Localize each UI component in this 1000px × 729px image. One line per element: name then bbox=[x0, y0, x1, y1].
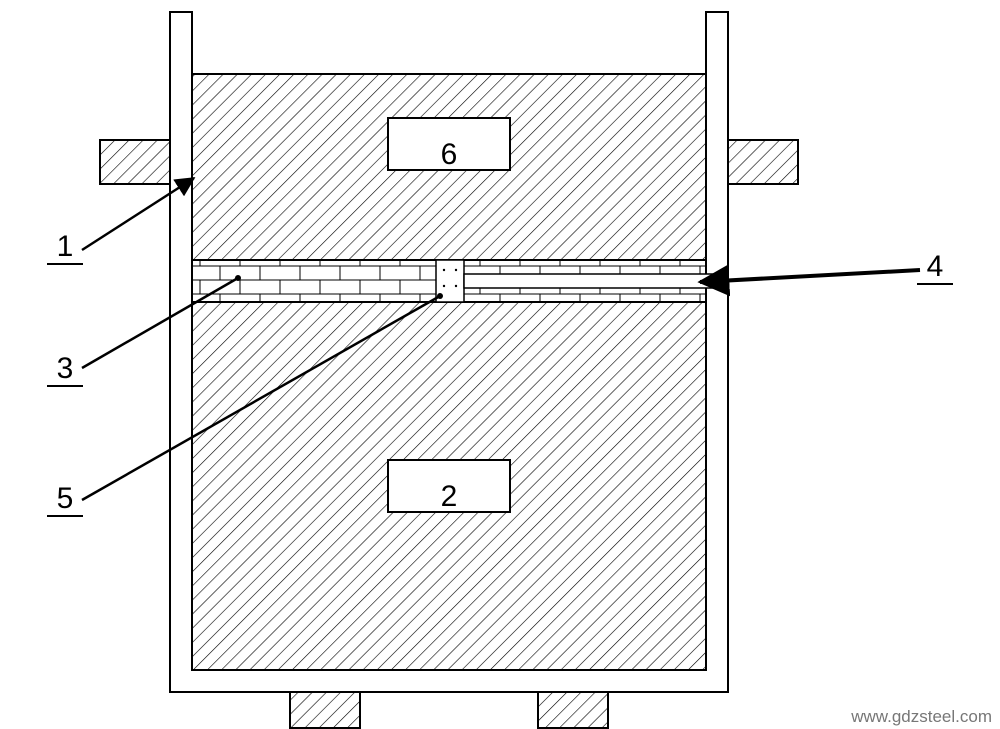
label-1: 1 bbox=[57, 230, 74, 263]
label-3: 3 bbox=[57, 352, 74, 385]
watermark: www.gdzsteel.com bbox=[850, 707, 992, 726]
label-2: 2 bbox=[441, 480, 458, 513]
label-5: 5 bbox=[57, 482, 74, 515]
diagram-canvas: 6 2 1 3 5 4 www.gdzsteel.com bbox=[0, 0, 1000, 729]
label-4: 4 bbox=[927, 250, 944, 283]
lug-left bbox=[100, 140, 170, 184]
foot-left bbox=[290, 692, 360, 728]
label-6: 6 bbox=[441, 138, 458, 171]
lug-right bbox=[728, 140, 798, 184]
foot-right bbox=[538, 692, 608, 728]
duct-4 bbox=[464, 274, 728, 288]
leader-4 bbox=[700, 270, 920, 282]
